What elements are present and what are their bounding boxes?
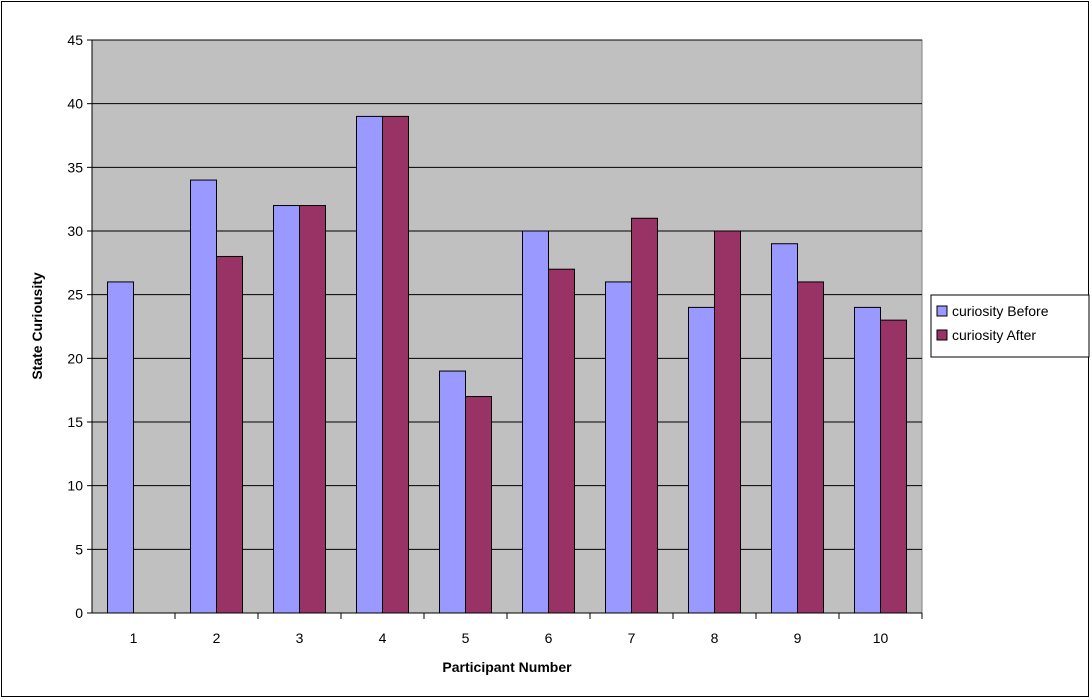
bar-before bbox=[190, 179, 217, 614]
bar-before bbox=[356, 115, 383, 614]
y-tick-label: 45 bbox=[67, 32, 83, 48]
bar-before bbox=[273, 205, 300, 614]
y-tick-labels: 0 5 10 15 20 25 30 35 40 45 bbox=[67, 32, 92, 621]
bar-after bbox=[216, 255, 243, 614]
x-tick-label: 10 bbox=[873, 630, 889, 646]
x-tick-label: 1 bbox=[130, 630, 138, 646]
y-tick-label: 10 bbox=[67, 478, 83, 494]
legend-label-before: curiosity Before bbox=[952, 303, 1049, 319]
bar-before bbox=[688, 306, 715, 614]
y-tick-label: 5 bbox=[75, 541, 83, 557]
x-tick-labels: 1 2 3 4 5 6 7 8 9 10 bbox=[130, 613, 923, 646]
bar-before bbox=[522, 230, 549, 614]
bar-before bbox=[605, 281, 632, 614]
legend: curiosity Before curiosity After bbox=[930, 294, 1090, 358]
y-tick-label: 20 bbox=[67, 350, 83, 366]
legend-label-after: curiosity After bbox=[952, 327, 1036, 343]
bar-after bbox=[797, 281, 824, 614]
bar-after bbox=[880, 319, 907, 614]
x-tick-label: 9 bbox=[794, 630, 802, 646]
x-axis-title: Participant Number bbox=[442, 659, 572, 675]
x-tick-label: 3 bbox=[296, 630, 304, 646]
x-tick-label: 6 bbox=[545, 630, 553, 646]
bar-after bbox=[631, 217, 658, 614]
bar-before bbox=[771, 243, 798, 614]
bar-after bbox=[548, 268, 575, 614]
bar-after bbox=[465, 396, 492, 614]
bars bbox=[107, 115, 907, 614]
y-tick-label: 25 bbox=[67, 287, 83, 303]
legend-swatch-before bbox=[936, 305, 948, 317]
x-tick-label: 7 bbox=[628, 630, 636, 646]
bar-before bbox=[854, 306, 881, 614]
x-tick-label: 5 bbox=[462, 630, 470, 646]
bar-before bbox=[439, 370, 466, 614]
x-tick-label: 2 bbox=[213, 630, 221, 646]
bar-before bbox=[107, 281, 134, 614]
y-tick-label: 30 bbox=[67, 223, 83, 239]
x-tick-label: 8 bbox=[711, 630, 719, 646]
y-axis-title: State Curiousity bbox=[29, 272, 45, 380]
legend-swatch-after bbox=[936, 329, 948, 341]
legend-box bbox=[930, 294, 1090, 358]
y-tick-label: 0 bbox=[75, 605, 83, 621]
bar-after bbox=[299, 205, 326, 614]
bar-after bbox=[382, 115, 409, 614]
x-tick-label: 4 bbox=[379, 630, 387, 646]
y-tick-label: 40 bbox=[67, 96, 83, 112]
y-tick-label: 35 bbox=[67, 159, 83, 175]
bar-after bbox=[714, 230, 741, 614]
y-tick-label: 15 bbox=[67, 414, 83, 430]
